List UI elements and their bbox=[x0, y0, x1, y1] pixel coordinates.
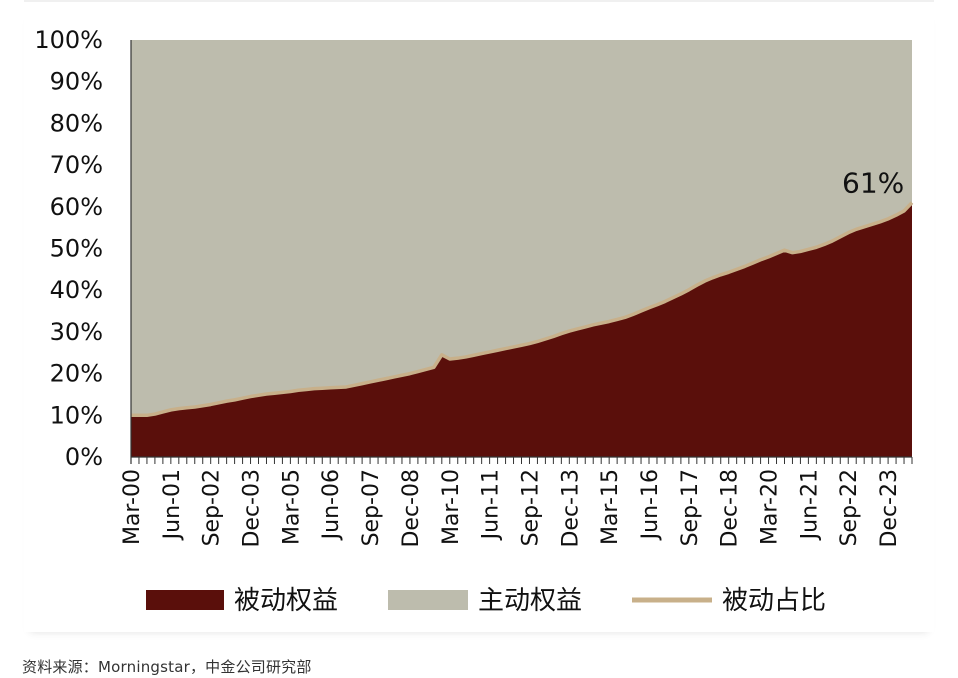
legend-label-active: 主动权益 bbox=[478, 586, 582, 616]
chart-panel: 0% 10% 20% 30% 40% 50% 60% 70% 80% 90% 100% Mar-00… bbox=[24, 8, 934, 632]
x-tick-label: Dec-13 bbox=[558, 469, 583, 548]
series-line-share bbox=[131, 201, 914, 418]
x-tick-label: Mar-15 bbox=[598, 469, 623, 545]
plot-line bbox=[131, 201, 914, 418]
y-tick-label: 40% bbox=[50, 276, 103, 304]
x-tick-labels: Mar-00 Jun-01 Sep-02 Dec-03 Mar-05 Jun-06 Sep-… bbox=[120, 469, 902, 548]
legend-swatch-active bbox=[388, 590, 468, 610]
y-tick-label: 20% bbox=[50, 360, 103, 388]
x-tick-label: Jun-21 bbox=[797, 469, 822, 541]
axes bbox=[130, 40, 913, 464]
x-tick-label: Sep-07 bbox=[359, 469, 384, 546]
x-tick-label: Mar-05 bbox=[279, 469, 304, 545]
y-tick-label: 80% bbox=[50, 109, 103, 137]
plot-areas bbox=[131, 40, 912, 457]
legend-label-share: 被动占比 bbox=[722, 586, 826, 616]
y-tick-label: 0% bbox=[65, 443, 103, 471]
legend-label-passive: 被动权益 bbox=[234, 586, 338, 616]
x-tick-label: Sep-22 bbox=[837, 469, 862, 546]
x-tick-label: Jun-01 bbox=[160, 469, 185, 541]
y-tick-labels: 0% 10% 20% 30% 40% 50% 60% 70% 80% 90% 100% bbox=[34, 26, 103, 471]
series-area-active bbox=[131, 40, 912, 416]
x-tick-label: Mar-20 bbox=[758, 469, 783, 545]
legend-swatch-passive bbox=[146, 590, 224, 610]
x-tick-label: Sep-02 bbox=[200, 469, 225, 546]
y-tick-label: 60% bbox=[50, 193, 103, 221]
x-tick-label: Dec-08 bbox=[399, 469, 424, 548]
x-tick-label: Dec-18 bbox=[718, 469, 743, 548]
y-tick-label: 100% bbox=[34, 26, 103, 54]
x-tick-label: Sep-17 bbox=[678, 469, 703, 546]
x-tick-label: Mar-00 bbox=[120, 469, 145, 545]
area-chart: 0% 10% 20% 30% 40% 50% 60% 70% 80% 90% 100% Mar-00… bbox=[34, 26, 914, 616]
x-tick-label: Dec-23 bbox=[877, 469, 902, 548]
y-tick-label: 10% bbox=[50, 401, 103, 429]
x-tick-label: Jun-11 bbox=[479, 469, 504, 541]
x-tick-label: Jun-16 bbox=[638, 469, 663, 541]
y-tick-label: 90% bbox=[50, 68, 103, 96]
y-tick-label: 70% bbox=[50, 151, 103, 179]
top-divider bbox=[24, 0, 934, 2]
legend: 被动权益 主动权益 被动占比 bbox=[146, 586, 826, 616]
x-tick-label: Jun-06 bbox=[319, 469, 344, 541]
source-note: 资料来源：Morningstar，中金公司研究部 bbox=[22, 658, 312, 676]
y-tick-label: 50% bbox=[50, 235, 103, 263]
series-area-passive bbox=[131, 202, 912, 457]
y-tick-label: 30% bbox=[50, 318, 103, 346]
x-tick-label: Dec-03 bbox=[240, 469, 265, 548]
x-tick-label: Mar-10 bbox=[439, 469, 464, 545]
share-annotation: 61% bbox=[842, 167, 904, 200]
x-tick-label: Sep-12 bbox=[518, 469, 543, 546]
